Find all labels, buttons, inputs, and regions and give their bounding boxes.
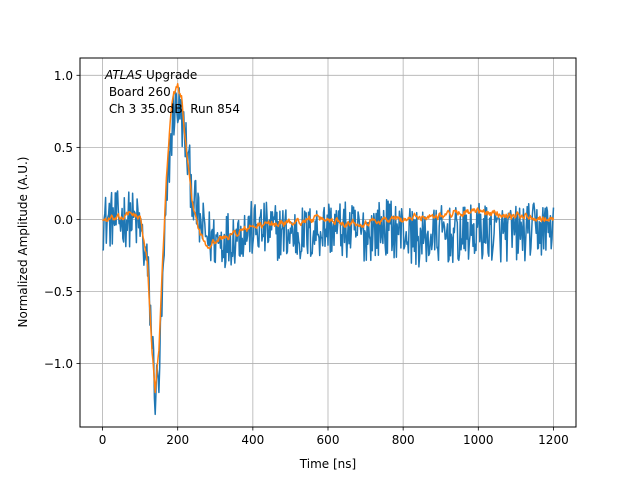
y-tick-label: −1.0 — [44, 357, 73, 371]
series-line-2 — [102, 82, 555, 394]
annotation-line-2: Board 260 — [105, 85, 171, 99]
grid-lines — [80, 58, 576, 427]
axis-ticks: 0 200 400 600 800 1000 1200 −1.0 −0.5 0.0 0.5 1.0 — [44, 69, 569, 447]
x-tick-label: 600 — [317, 433, 340, 447]
x-tick-label: 0 — [99, 433, 107, 447]
y-tick-label: 1.0 — [54, 69, 73, 83]
annotation-atlas: ATLAS — [104, 68, 143, 82]
x-tick-label: 1200 — [538, 433, 569, 447]
data-series — [102, 82, 555, 416]
annotation-line-3: Ch 3 35.0dB Run 854 — [105, 102, 240, 116]
x-tick-label: 1000 — [463, 433, 494, 447]
y-axis-label: Normalized Amplitude (A.U.) — [16, 157, 30, 328]
annotation-upgrade: Upgrade — [142, 68, 197, 82]
y-tick-label: −0.5 — [44, 285, 73, 299]
x-tick-label: 400 — [241, 433, 264, 447]
x-axis-label: Time [ns] — [299, 457, 356, 471]
y-tick-label: 0.5 — [54, 141, 73, 155]
y-tick-label: 0.0 — [54, 213, 73, 227]
annotation-line-1: ATLAS Upgrade — [104, 68, 197, 82]
plot-annotation: ATLAS Upgrade Board 260 Ch 3 35.0dB Run … — [104, 68, 240, 116]
x-tick-label: 800 — [392, 433, 415, 447]
x-tick-label: 200 — [166, 433, 189, 447]
series-line-1 — [102, 87, 555, 416]
